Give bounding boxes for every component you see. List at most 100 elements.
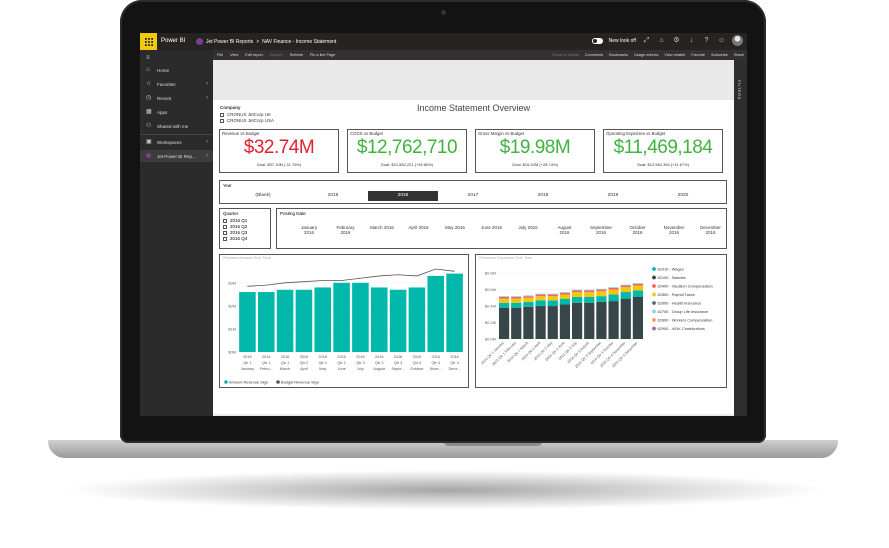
posting-month-option[interactable]: August 2016 — [545, 225, 585, 235]
x-tick-label: 2016 — [413, 355, 421, 359]
company-option-label: CRONUS JetCorp UK — [227, 112, 272, 117]
revenue-bar — [276, 289, 294, 352]
favorite-button[interactable]: Favorite — [691, 53, 705, 57]
email-button[interactable]: Email to Jobtab — [552, 53, 579, 57]
app-name[interactable]: Power BI — [161, 38, 186, 44]
comments-button[interactable]: Comments — [584, 53, 604, 57]
kpi-card-gross-margin[interactable]: Gross Margin vs Budget $19.98M Goal: $15… — [475, 129, 595, 173]
usage-metrics-button[interactable]: Usage metrics — [634, 53, 659, 57]
kpi-card-cogs[interactable]: COGS vs Budget $12,762,710 Goal: $21,582… — [347, 129, 467, 173]
sidebar-item-workspaces[interactable]: ▣ Workspaces › — [140, 136, 213, 148]
expense-bar-segment — [523, 295, 534, 297]
feedback-icon[interactable]: ☺ — [717, 37, 726, 44]
month-label: June 2016 — [480, 225, 503, 230]
chevron-right-icon[interactable]: › — [206, 139, 208, 145]
app-launcher-icon[interactable] — [140, 33, 157, 50]
posting-month-option[interactable]: November 2016 — [654, 225, 694, 235]
month-year-label: 2016 — [559, 230, 570, 235]
revenue-bar — [352, 282, 369, 352]
checkbox[interactable] — [223, 230, 227, 235]
expense-bar-segment — [535, 306, 546, 339]
month-year-label: 2016 — [668, 230, 679, 235]
sidebar-item-favorites[interactable]: ☆ Favorites › — [140, 78, 213, 90]
share-button[interactable]: Share — [733, 53, 744, 57]
settings-icon[interactable]: ⚙ — [673, 37, 680, 44]
posting-month-option[interactable]: March 2016 — [362, 225, 402, 230]
view-menu[interactable]: View — [230, 53, 239, 57]
apps-icon: ▦ — [146, 109, 152, 115]
hamburger-icon[interactable]: ≡ — [146, 55, 150, 61]
year-option[interactable]: 2017 — [467, 193, 479, 198]
view-related-button[interactable]: View related — [664, 53, 686, 57]
filters-pane[interactable]: FILTERS — [734, 60, 747, 416]
company-option[interactable]: CRONUS JetCorp USA — [220, 118, 274, 123]
checkbox[interactable] — [220, 112, 224, 117]
pin-live-page-button[interactable]: Pin a live Page — [310, 53, 336, 57]
posting-month-option[interactable]: June 2016 — [472, 225, 512, 230]
sidebar-item-apps[interactable]: ▦ Apps — [140, 106, 213, 118]
year-option[interactable]: 2015 — [327, 193, 339, 198]
new-look-toggle[interactable] — [591, 37, 603, 44]
expense-bar-segment — [608, 287, 619, 288]
year-option[interactable]: 2020 — [677, 193, 689, 198]
posting-month-option[interactable]: April 2016 — [399, 225, 439, 230]
sidebar-item-recent[interactable]: ◷ Recent › — [140, 92, 213, 104]
star-icon: ☆ — [146, 81, 152, 87]
posting-month-option[interactable]: October 2016 — [618, 225, 658, 235]
x-tick-label: Qtr 4 — [432, 361, 440, 365]
quarter-option[interactable]: 2016 Q1 — [223, 218, 270, 223]
posting-month-option[interactable]: May 2016 — [435, 225, 475, 230]
chevron-right-icon[interactable]: › — [206, 153, 208, 159]
checkbox[interactable] — [220, 118, 224, 123]
expense-bar-segment — [571, 297, 583, 303]
quarter-option[interactable]: 2016 Q4 — [223, 236, 270, 241]
checkbox[interactable] — [223, 224, 227, 229]
chevron-right-icon[interactable]: › — [206, 81, 208, 87]
action-bar-left: File View Edit report Explore Refresh Pi… — [217, 53, 335, 57]
bookmarks-button[interactable]: Bookmarks — [609, 53, 629, 57]
expense-bar-segment — [620, 298, 631, 339]
y-tick-label: $3M — [228, 280, 236, 285]
year-option[interactable]: 2018 — [537, 193, 549, 198]
avatar[interactable] — [732, 35, 743, 46]
posting-month-option[interactable]: December 2016 — [691, 225, 731, 235]
explore-button[interactable]: Explore — [269, 53, 283, 57]
kpi-card-revenue[interactable]: Revenue vs Budget $32.74M Goal: $37.10M … — [219, 129, 339, 173]
legend-marker — [652, 318, 656, 322]
expand-icon[interactable]: ⤢ — [643, 37, 650, 44]
breadcrumb-workspace[interactable]: Jet Power BI Reports — [206, 38, 254, 45]
file-menu[interactable]: File — [217, 53, 224, 57]
notifications-icon[interactable]: ⌂ — [659, 37, 664, 44]
download-icon[interactable]: ↓ — [689, 37, 694, 44]
subscribe-button[interactable]: Subscribe — [710, 53, 728, 57]
help-icon[interactable]: ? — [704, 37, 709, 44]
year-option-selected[interactable]: 2016 — [368, 191, 438, 201]
revenue-chart[interactable]: $0M $1M $2M $3M 2016 Qtr 1 January 2016 Qtr 1 Feb… — [219, 254, 469, 388]
quarter-option[interactable]: 2016 Q3 — [223, 230, 270, 235]
checkbox[interactable] — [223, 218, 227, 223]
personnel-expenses-chart[interactable]: $0.0M $0.2M $0.4M $0.6M $0.8M 2016 Qtr 1 Janu… — [475, 254, 727, 388]
company-option[interactable]: CRONUS JetCorp UK — [220, 112, 274, 117]
year-option[interactable]: (Blank) — [255, 193, 271, 198]
laptop-shadow — [60, 470, 830, 510]
refresh-button[interactable]: Refresh — [289, 53, 303, 57]
year-option[interactable]: 2019 — [607, 193, 619, 198]
legend-marker — [652, 309, 656, 314]
month-label: April 2016 — [408, 225, 429, 230]
sidebar-item-shared[interactable]: ⚇ Shared with me — [140, 120, 213, 132]
expense-bar-segment — [559, 304, 571, 339]
sidebar-item-jet-workspace[interactable]: Jet Power BI Rep... › — [140, 150, 213, 162]
edit-report-button[interactable]: Edit report — [245, 53, 263, 57]
checkbox[interactable] — [223, 236, 227, 241]
posting-month-option[interactable]: January 2016 — [289, 225, 329, 235]
expense-bar-segment — [596, 296, 607, 302]
breadcrumb: Jet Power BI Reports > NAV Finance - Inc… — [196, 38, 336, 45]
kpi-card-operating-expenses[interactable]: Operating Expenses vs Budget $11,469,184… — [603, 129, 723, 173]
chevron-right-icon[interactable]: › — [206, 95, 208, 101]
posting-month-option[interactable]: July 2016 — [508, 225, 548, 230]
sidebar-collapse[interactable]: ≡ — [140, 52, 213, 64]
quarter-option[interactable]: 2016 Q2 — [223, 224, 270, 229]
posting-month-option[interactable]: February 2016 — [326, 225, 366, 235]
sidebar-item-home[interactable]: ⌂ Home — [140, 64, 213, 76]
posting-month-option[interactable]: September 2016 — [581, 225, 621, 235]
